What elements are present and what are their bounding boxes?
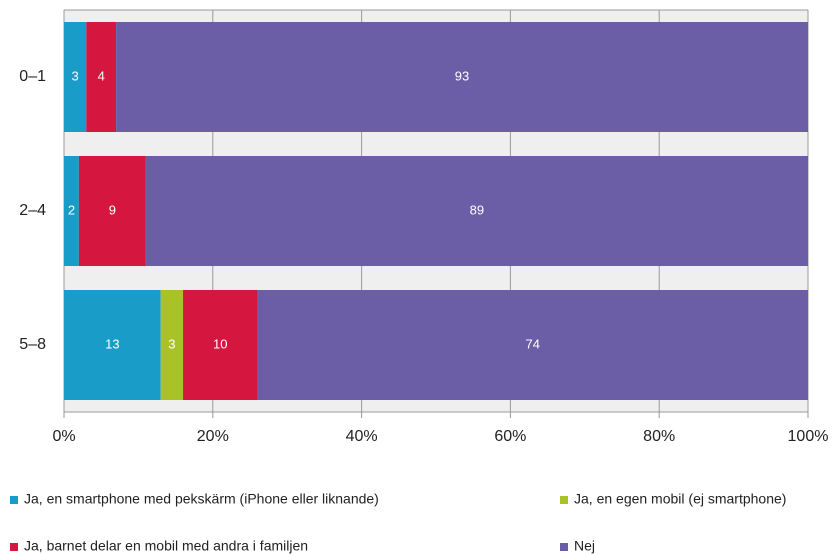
x-tick-label: 80% bbox=[643, 428, 675, 445]
x-tick-label: 100% bbox=[788, 428, 829, 445]
legend-swatch bbox=[10, 496, 18, 504]
bar-segment bbox=[78, 156, 146, 266]
bar-segment bbox=[64, 22, 87, 132]
legend-swatch bbox=[560, 496, 568, 504]
data-label: 3 bbox=[168, 336, 175, 351]
bar-segment bbox=[257, 290, 808, 400]
x-tick-label: 0% bbox=[52, 428, 75, 445]
legend-label: Ja, en smartphone med pekskärm (iPhone e… bbox=[24, 491, 379, 507]
data-label: 74 bbox=[525, 336, 539, 351]
bar-segment bbox=[116, 22, 808, 132]
x-tick-label: 20% bbox=[197, 428, 229, 445]
data-label: 10 bbox=[213, 336, 227, 351]
legend-label: Nej bbox=[574, 538, 595, 554]
data-label: 89 bbox=[470, 202, 484, 217]
bar-segment bbox=[64, 156, 79, 266]
data-label: 93 bbox=[455, 68, 469, 83]
legend-swatch bbox=[10, 543, 18, 551]
x-tick-label: 40% bbox=[346, 428, 378, 445]
legend-label: Ja, en egen mobil (ej smartphone) bbox=[574, 491, 786, 507]
legend-label: Ja, barnet delar en mobil med andra i fa… bbox=[24, 538, 308, 554]
data-label: 2 bbox=[68, 202, 75, 217]
y-tick-label: 2–4 bbox=[19, 202, 46, 219]
data-label: 3 bbox=[72, 68, 79, 83]
bar-segment bbox=[160, 290, 184, 400]
x-tick-label: 60% bbox=[494, 428, 526, 445]
bar-segment bbox=[183, 290, 258, 400]
bar-segment bbox=[86, 22, 117, 132]
y-tick-label: 0–1 bbox=[19, 68, 46, 85]
y-tick-label: 5–8 bbox=[19, 336, 46, 353]
data-label: 4 bbox=[98, 68, 105, 83]
bar-segment bbox=[64, 290, 161, 400]
data-label: 13 bbox=[105, 336, 119, 351]
legend-swatch bbox=[560, 543, 568, 551]
data-label: 9 bbox=[109, 202, 116, 217]
bar-segment bbox=[145, 156, 809, 266]
